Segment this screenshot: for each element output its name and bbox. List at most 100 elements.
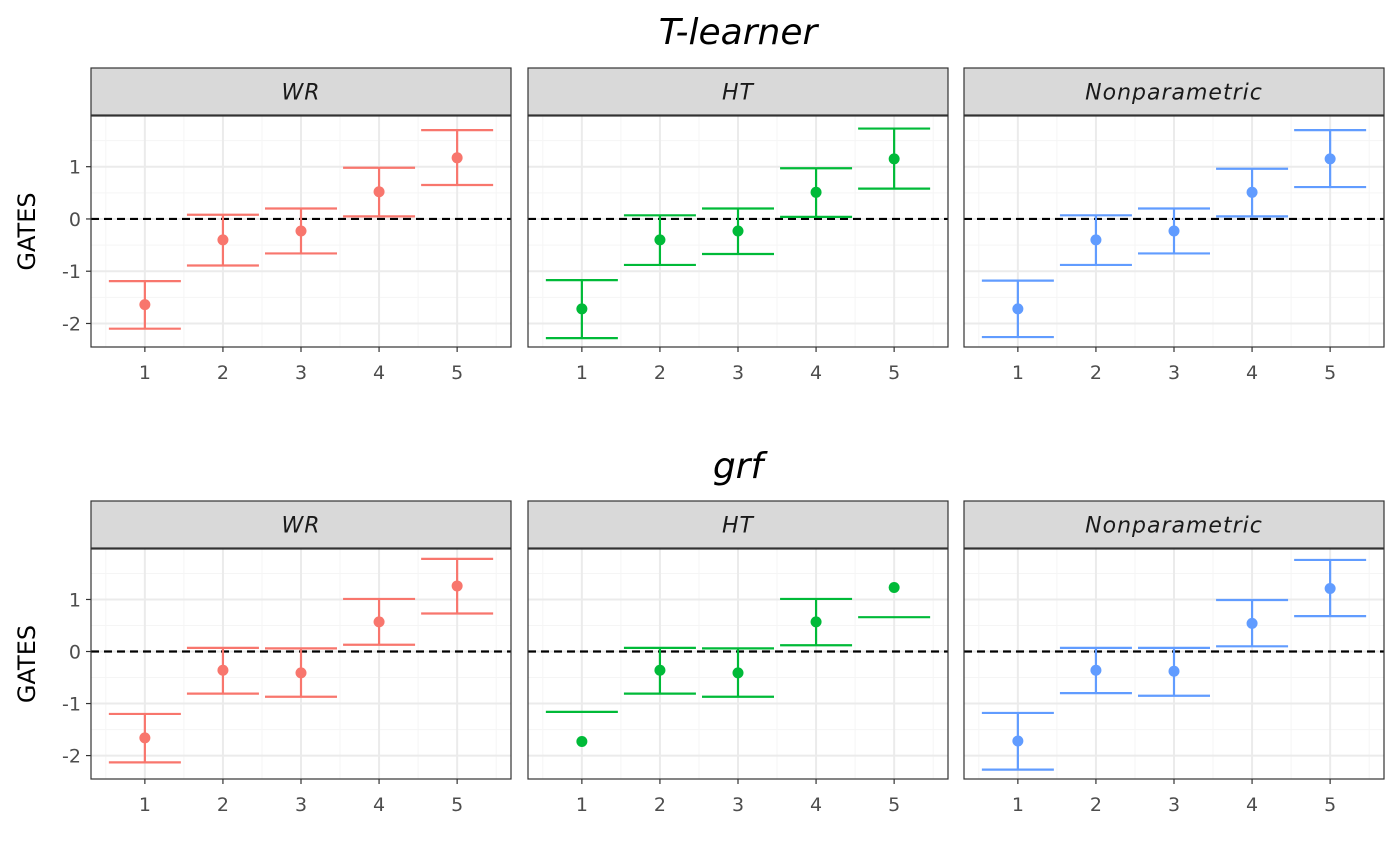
estimate-point bbox=[139, 299, 151, 311]
x-tick-label: 4 bbox=[1246, 362, 1258, 384]
estimate-point bbox=[373, 616, 385, 628]
errorbar-WR-5 bbox=[421, 557, 494, 615]
x-tick-label: 5 bbox=[888, 794, 900, 816]
panel-Nonparametric-1: Nonparametric 1 2 3 4 5 bbox=[963, 500, 1385, 816]
errorbar-WR-5 bbox=[421, 129, 494, 187]
estimate-point bbox=[1168, 665, 1180, 677]
x-tick-label: 2 bbox=[1090, 362, 1102, 384]
x-tick-label: 4 bbox=[810, 362, 822, 384]
errorbar-Nonparametric-5 bbox=[1294, 129, 1367, 189]
strip-Nonparametric bbox=[963, 500, 1385, 549]
errorbar-Nonparametric-4 bbox=[1216, 598, 1289, 648]
x-tick-label: 3 bbox=[1168, 794, 1180, 816]
strip-label: Nonparametric bbox=[1085, 514, 1263, 539]
strip-label: WR bbox=[281, 514, 320, 539]
estimate-point bbox=[888, 153, 900, 165]
x-tick-label: 5 bbox=[451, 794, 463, 816]
errorbar-Nonparametric-2 bbox=[1059, 646, 1132, 695]
estimate-point bbox=[888, 582, 900, 594]
errorbar-HT-3 bbox=[702, 647, 774, 698]
x-tick-label: 2 bbox=[654, 794, 666, 816]
estimate-point bbox=[810, 616, 822, 628]
strip-WR bbox=[90, 67, 512, 116]
estimate-point bbox=[576, 303, 588, 315]
x-tick-label: 3 bbox=[295, 794, 307, 816]
errorbar-WR-4 bbox=[343, 597, 416, 646]
y-tick-label: 0 bbox=[69, 642, 81, 664]
x-tick-label: 2 bbox=[654, 362, 666, 384]
y-tick-label: 1 bbox=[69, 589, 81, 611]
x-tick-label: 4 bbox=[1246, 794, 1258, 816]
x-tick-label: 3 bbox=[1168, 362, 1180, 384]
estimate-point bbox=[654, 234, 666, 246]
errorbar-WR-1 bbox=[108, 280, 181, 330]
errorbar-Nonparametric-2 bbox=[1059, 214, 1132, 267]
panel-WR-0: WR 1 2 3 4 5 bbox=[90, 67, 512, 384]
strip-HT bbox=[527, 500, 949, 549]
errorbar-Nonparametric-3 bbox=[1138, 207, 1210, 255]
x-tick-label: 3 bbox=[732, 362, 744, 384]
estimate-point bbox=[810, 186, 822, 198]
x-tick-label: 1 bbox=[139, 794, 151, 816]
x-tick-label: 4 bbox=[810, 794, 822, 816]
estimate-point bbox=[732, 667, 744, 679]
strip-Nonparametric bbox=[963, 67, 1385, 116]
x-tick-label: 1 bbox=[576, 362, 588, 384]
estimate-point bbox=[451, 580, 463, 592]
errorbar-WR-4 bbox=[343, 166, 416, 218]
estimate-point bbox=[576, 736, 588, 748]
errorbar-HT-4 bbox=[780, 597, 853, 647]
estimate-point bbox=[373, 186, 385, 198]
x-tick-label: 4 bbox=[373, 362, 385, 384]
errorbar-WR-2 bbox=[186, 646, 259, 695]
errorbar-Nonparametric-1 bbox=[981, 711, 1054, 771]
estimate-point bbox=[1246, 617, 1258, 629]
errorbar-Nonparametric-1 bbox=[981, 279, 1054, 339]
strip-WR bbox=[90, 500, 512, 549]
errorbar-WR-3 bbox=[265, 647, 337, 698]
errorbar-WR-1 bbox=[108, 712, 181, 764]
errorbar-HT-2 bbox=[623, 646, 696, 695]
panel-HT-0: HT 1 2 3 4 5 bbox=[527, 67, 949, 384]
strip-label: WR bbox=[281, 81, 320, 106]
x-tick-label: 1 bbox=[1012, 362, 1024, 384]
y-axis-label-0: GATES bbox=[13, 192, 41, 270]
strip-label: HT bbox=[722, 514, 755, 539]
x-tick-label: 1 bbox=[576, 794, 588, 816]
x-tick-label: 4 bbox=[373, 794, 385, 816]
estimate-point bbox=[1324, 153, 1336, 165]
strip-label: HT bbox=[722, 81, 755, 106]
estimate-point bbox=[654, 664, 666, 676]
errorbar-HT-1 bbox=[545, 279, 618, 340]
estimate-point bbox=[1012, 303, 1024, 315]
x-tick-label: 5 bbox=[1324, 794, 1336, 816]
errorbar-HT-5 bbox=[858, 582, 931, 619]
x-tick-label: 5 bbox=[451, 362, 463, 384]
x-tick-label: 5 bbox=[888, 362, 900, 384]
strip-label: Nonparametric bbox=[1085, 81, 1263, 106]
strip-HT bbox=[527, 67, 949, 116]
errorbar-Nonparametric-5 bbox=[1294, 558, 1367, 618]
estimate-point bbox=[139, 732, 151, 744]
x-tick-label: 1 bbox=[1012, 794, 1024, 816]
estimate-point bbox=[217, 234, 229, 246]
y-tick-label: 1 bbox=[69, 157, 81, 179]
errorbar-HT-1 bbox=[545, 710, 618, 748]
estimate-point bbox=[217, 664, 229, 676]
x-tick-label: 5 bbox=[1324, 362, 1336, 384]
panel-HT-1: HT 1 2 3 4 5 bbox=[527, 500, 949, 816]
y-axis-label-1: GATES bbox=[13, 625, 41, 703]
estimate-point bbox=[295, 225, 307, 237]
x-tick-label: 2 bbox=[217, 794, 229, 816]
estimate-point bbox=[1090, 664, 1102, 676]
errorbar-HT-3 bbox=[702, 207, 774, 256]
x-tick-label: 2 bbox=[217, 362, 229, 384]
y-tick-label: -2 bbox=[62, 746, 81, 768]
errorbar-WR-2 bbox=[186, 213, 259, 267]
y-tick-label: 0 bbox=[69, 209, 81, 231]
row-title-0: T-learner bbox=[659, 12, 820, 53]
errorbar-Nonparametric-4 bbox=[1216, 167, 1289, 218]
x-tick-label: 1 bbox=[139, 362, 151, 384]
estimate-point bbox=[1246, 186, 1258, 198]
